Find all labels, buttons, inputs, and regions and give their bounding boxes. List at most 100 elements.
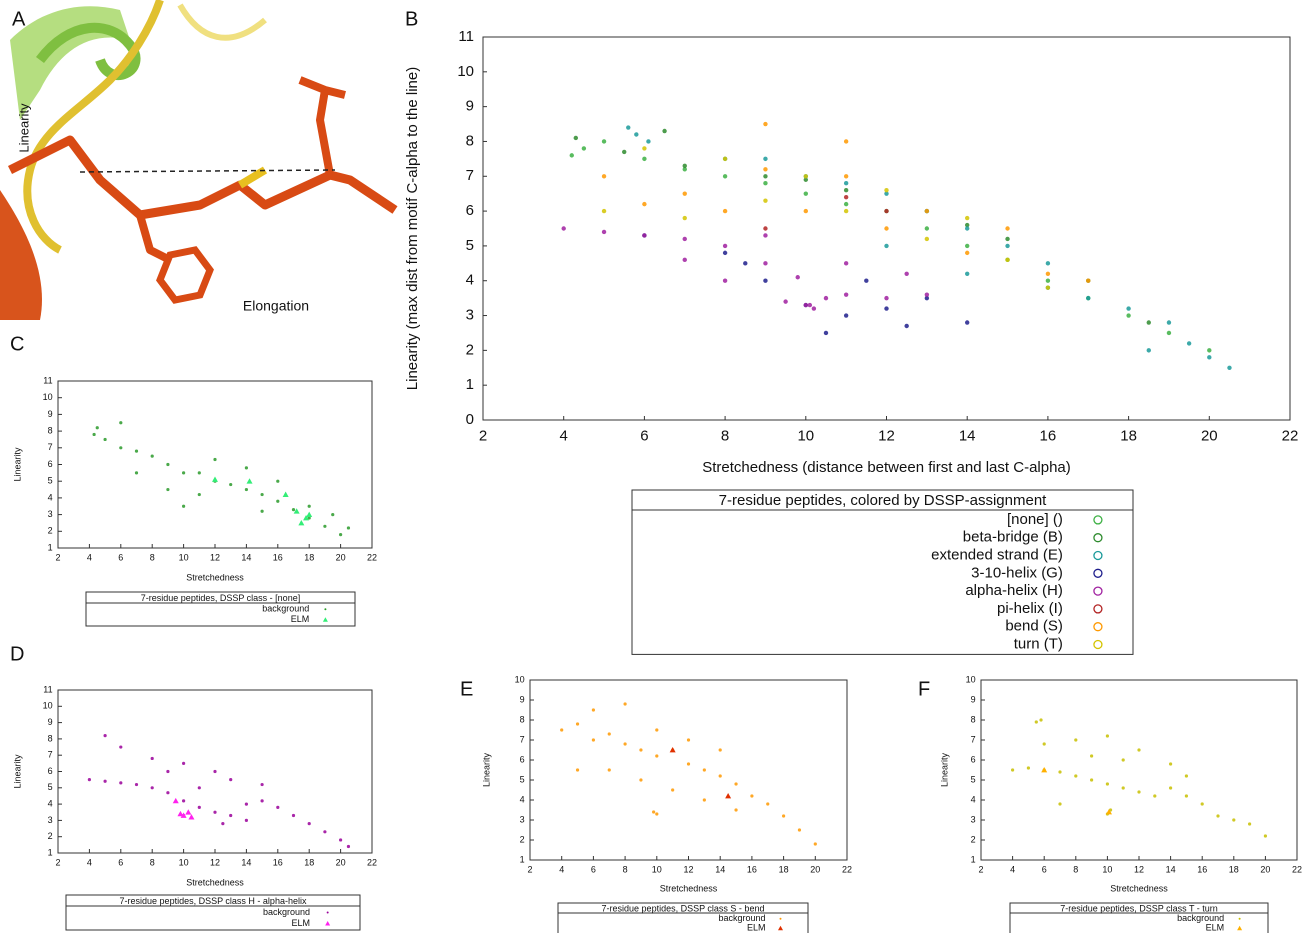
data-point: [642, 233, 647, 238]
data-point: [244, 802, 248, 806]
x-tick-label: 20: [336, 857, 346, 867]
data-point: [626, 125, 631, 130]
data-point: [1146, 348, 1151, 353]
data-point: [346, 526, 351, 530]
data-point: [763, 181, 768, 186]
y-tick-label: 7: [971, 734, 976, 744]
data-point: [763, 121, 768, 127]
x-tick-label: 10: [797, 427, 814, 444]
data-point: [119, 745, 123, 749]
data-point: [1042, 742, 1046, 746]
data-point: [682, 191, 687, 196]
data-point: [795, 275, 800, 280]
data-point: [843, 174, 849, 179]
data-point: [642, 156, 647, 162]
y-tick-label: 4: [48, 492, 53, 502]
data-point: [103, 734, 107, 738]
data-point: [702, 798, 706, 802]
legend-marker: [322, 617, 328, 622]
data-point: [803, 208, 808, 214]
y-axis-label: Linearity: [12, 754, 22, 789]
x-tick-label: 10: [179, 857, 189, 867]
data-point: [591, 708, 596, 712]
x-tick-label: 6: [118, 857, 123, 867]
y-tick-label: 1: [971, 854, 976, 864]
data-point: [1074, 774, 1078, 778]
data-point: [182, 504, 186, 508]
y-tick-label: 3: [520, 814, 525, 824]
elm-point: [1105, 809, 1112, 815]
sulfur: [237, 166, 268, 189]
elm-point: [172, 797, 179, 804]
data-point: [307, 516, 311, 520]
x-tick-label: 22: [367, 552, 377, 562]
legend-marker: [1093, 515, 1103, 525]
data-point: [843, 313, 849, 318]
data-point: [965, 320, 970, 325]
data-point: [260, 509, 264, 513]
phenyl-ring: [156, 246, 214, 304]
data-point: [682, 215, 687, 221]
data-point: [702, 768, 706, 772]
y-tick-label: 9: [971, 694, 976, 704]
y-tick-label: 5: [48, 782, 53, 792]
plot-frame: [980, 679, 1298, 861]
data-point: [229, 778, 233, 782]
data-point: [965, 250, 970, 256]
data-point: [244, 818, 248, 823]
data-point: [213, 769, 217, 774]
data-point: [924, 292, 930, 297]
data-point: [87, 778, 91, 782]
y-tick-label: 5: [48, 476, 53, 486]
legend-label: beta-bridge (B): [963, 529, 1063, 546]
elm-point: [180, 812, 187, 818]
data-point: [1153, 794, 1157, 798]
data-point: [884, 306, 889, 311]
data-point: [1184, 774, 1188, 778]
x-tick-label: 14: [241, 857, 251, 867]
data-point: [1200, 802, 1204, 806]
data-point: [763, 198, 768, 203]
data-point: [639, 778, 643, 782]
y-tick-label: 2: [48, 526, 53, 536]
data-point: [323, 524, 327, 528]
legend-marker: [779, 917, 782, 920]
elm-point: [669, 747, 676, 753]
y-tick-label: 1: [520, 854, 525, 864]
data-point: [965, 243, 970, 249]
legend-title: 7-residue peptides, DSSP class S - bend: [602, 903, 765, 913]
data-point: [213, 457, 217, 462]
data-point: [166, 791, 170, 795]
y-tick-label: 2: [971, 834, 976, 844]
x-tick-label: 2: [55, 857, 60, 867]
data-point: [1227, 365, 1232, 370]
y-tick-label: 1: [466, 376, 474, 393]
data-point: [655, 728, 659, 732]
data-point: [646, 139, 651, 144]
x-tick-label: 22: [1282, 427, 1299, 444]
y-tick-label: 7: [520, 734, 525, 744]
data-point: [750, 794, 754, 798]
data-point: [884, 191, 889, 196]
data-point: [150, 756, 154, 761]
x-axis-label: Stretchedness (distance between first an…: [702, 459, 1071, 476]
data-point: [229, 482, 233, 487]
data-point: [803, 174, 808, 179]
y-tick-label: 9: [48, 717, 53, 727]
data-point: [166, 462, 170, 467]
data-point: [734, 808, 738, 812]
data-point: [103, 779, 107, 783]
data-point: [1045, 278, 1051, 283]
data-point: [1034, 720, 1038, 724]
y-tick-label: 3: [466, 307, 474, 324]
data-point: [864, 278, 869, 283]
elm-point: [298, 519, 305, 526]
y-tick-label: 6: [48, 766, 53, 776]
x-axis-label: Stretchedness: [186, 877, 244, 887]
data-point: [662, 128, 667, 134]
y-tick-label: 10: [966, 674, 976, 684]
legend-marker: [778, 925, 783, 931]
y-tick-label: 5: [971, 774, 976, 784]
x-tick-label: 18: [304, 857, 314, 867]
